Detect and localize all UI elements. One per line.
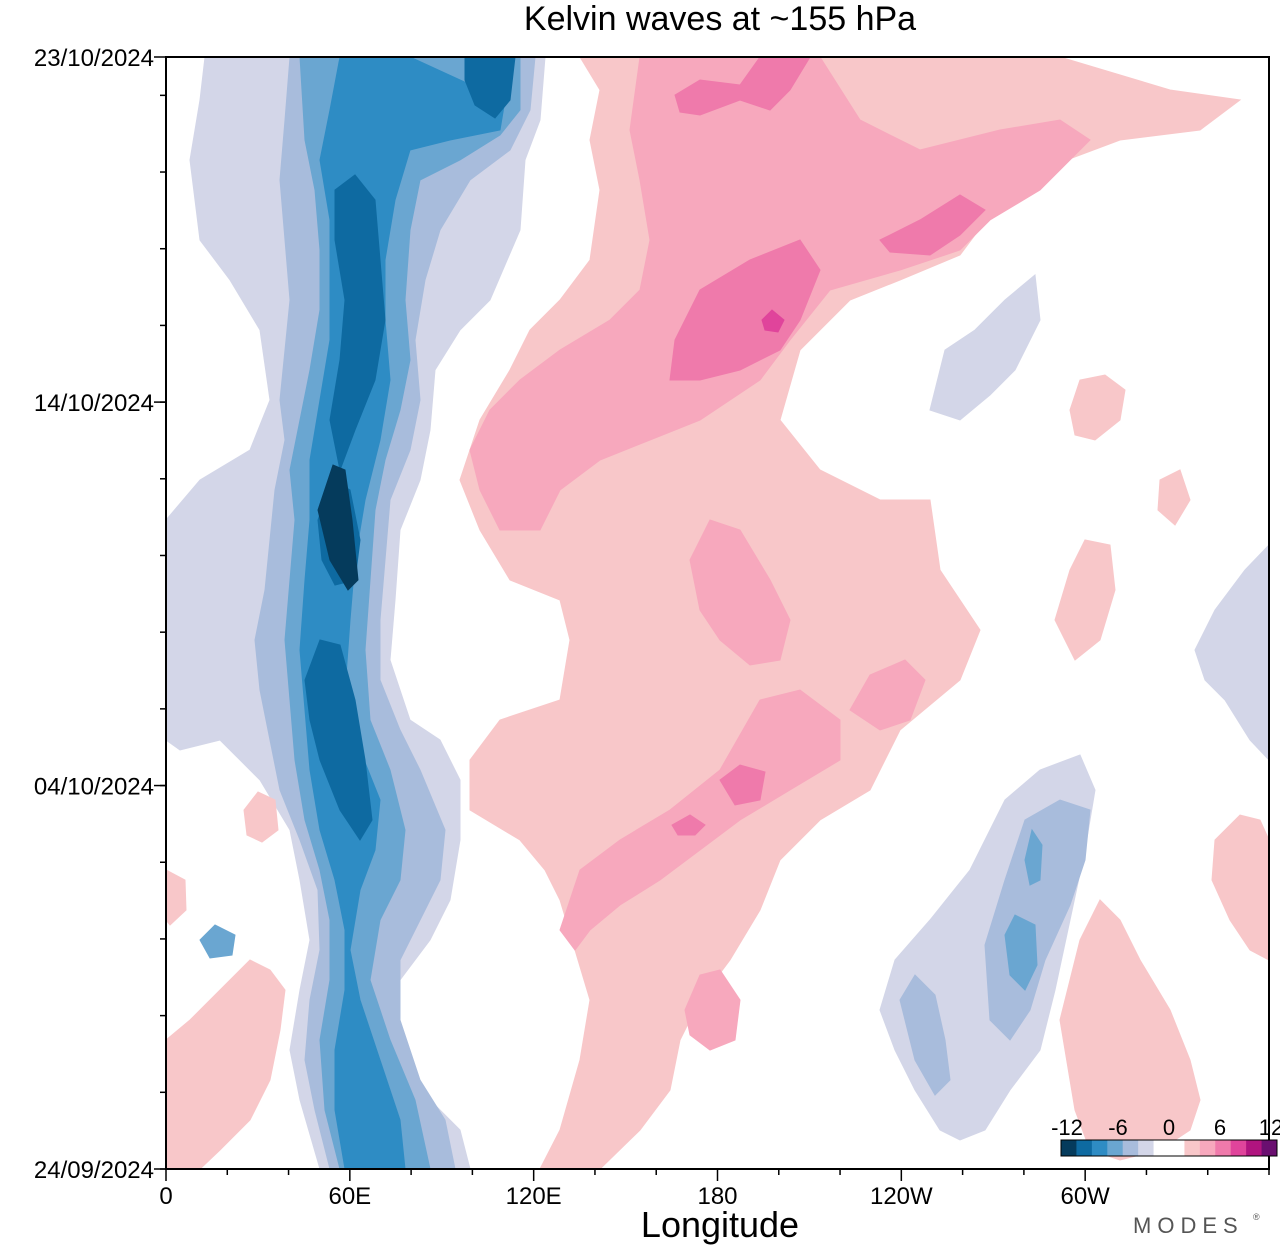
colorbar-tick-label: 12 bbox=[1259, 1115, 1280, 1140]
modes-logo: MODES bbox=[1133, 1213, 1244, 1238]
colorbar-swatch bbox=[1215, 1140, 1232, 1156]
colorbar-swatch bbox=[1261, 1140, 1278, 1156]
contour-pos-3-west-mid bbox=[243, 791, 279, 843]
contour-neg-15-west-b bbox=[304, 639, 373, 841]
colorbar-swatch bbox=[1076, 1140, 1093, 1156]
contour-neg-6-east bbox=[984, 799, 1091, 1041]
contour-field bbox=[166, 57, 1269, 1169]
colorbar-swatch bbox=[1230, 1140, 1247, 1156]
contour-neg-6-east-b bbox=[899, 974, 951, 1096]
colorbar-swatch bbox=[1091, 1140, 1108, 1156]
x-tick-label: 60E bbox=[328, 1183, 371, 1210]
contour-pos-3-west-low bbox=[166, 959, 286, 1169]
colorbar-swatch bbox=[1169, 1140, 1185, 1156]
colorbar-tick-label: -6 bbox=[1108, 1115, 1128, 1140]
colorbar-tick-label: 6 bbox=[1214, 1115, 1226, 1140]
contour-pos-6-mid2 bbox=[849, 659, 926, 731]
y-tick-label: 14/10/2024 bbox=[34, 390, 154, 417]
x-axis: 0 60E 120E 180 120W 60W bbox=[159, 1169, 1270, 1210]
y-axis: 24/09/2024 04/10/2024 14/10/2024 23/10/2024 bbox=[34, 45, 166, 1184]
positive-region-west bbox=[166, 374, 1269, 1169]
contour-pos-3-east-mid3 bbox=[1069, 374, 1126, 441]
colorbar-swatch bbox=[1246, 1140, 1263, 1156]
negative-band-west bbox=[166, 57, 546, 1169]
contour-pos-9 bbox=[669, 239, 821, 381]
x-tick-label: 60W bbox=[1060, 1183, 1110, 1210]
contour-pos-6-mid bbox=[689, 519, 791, 666]
contour-pos-6-lower bbox=[559, 689, 841, 951]
x-tick-label: 180 bbox=[697, 1183, 737, 1210]
contour-pos-3-east-mid2 bbox=[1054, 539, 1116, 661]
x-tick-label: 120E bbox=[506, 1183, 562, 1210]
colorbar-swatch bbox=[1199, 1140, 1216, 1156]
contour-neg-15-west-top bbox=[464, 57, 516, 119]
colorbar-swatch bbox=[1138, 1140, 1155, 1156]
y-tick-label: 04/10/2024 bbox=[34, 774, 154, 801]
colorbar-tick-label: 0 bbox=[1163, 1115, 1175, 1140]
colorbar: -12 -6 0 6 12 bbox=[1051, 1115, 1280, 1157]
contour-pos-9-low bbox=[719, 764, 766, 806]
x-axis-title: Longitude bbox=[641, 1204, 799, 1245]
colorbar-swatch bbox=[1184, 1140, 1201, 1156]
contour-neg-3-east-top bbox=[929, 274, 1041, 421]
contour-neg-9-east bbox=[1004, 914, 1038, 991]
contour-neg-18-west bbox=[317, 464, 359, 591]
negative-region-east bbox=[879, 79, 1269, 1141]
contour-pos-9-east bbox=[879, 194, 986, 256]
chart-title: Kelvin waves at ~155 hPa bbox=[524, 0, 916, 38]
contour-pos-6-low2 bbox=[684, 969, 741, 1051]
contour-pos-9-top bbox=[674, 57, 811, 116]
colorbar-swatch bbox=[1122, 1140, 1139, 1156]
colorbar-swatch bbox=[1107, 1140, 1124, 1156]
colorbar-frame bbox=[1060, 1139, 1278, 1157]
contour-pos-3-east-mid4 bbox=[1157, 469, 1191, 526]
contour-neg-9-west-low bbox=[199, 924, 236, 959]
x-tick-label: 120W bbox=[870, 1183, 933, 1210]
contour-pos-3-east-mid bbox=[1211, 814, 1269, 961]
colorbar-tick-label: -12 bbox=[1051, 1115, 1083, 1140]
x-tick-label: 0 bbox=[159, 1183, 172, 1210]
colorbar-swatch bbox=[1153, 1140, 1170, 1156]
y-tick-label: 24/09/2024 bbox=[34, 1157, 154, 1184]
registered-mark: ® bbox=[1253, 1212, 1260, 1222]
positive-region bbox=[459, 57, 1242, 1169]
contour-pos-12 bbox=[761, 309, 785, 333]
colorbar-swatch bbox=[1061, 1140, 1077, 1156]
contour-pos-3-west-mid2 bbox=[166, 869, 187, 926]
contour-pos-9-low2 bbox=[671, 814, 706, 836]
y-tick-label: 23/10/2024 bbox=[34, 45, 154, 72]
contour-neg-15-west bbox=[329, 174, 386, 472]
contour-neg-9-east-b bbox=[1024, 828, 1043, 886]
contour-neg-3-far-east bbox=[1194, 544, 1269, 761]
